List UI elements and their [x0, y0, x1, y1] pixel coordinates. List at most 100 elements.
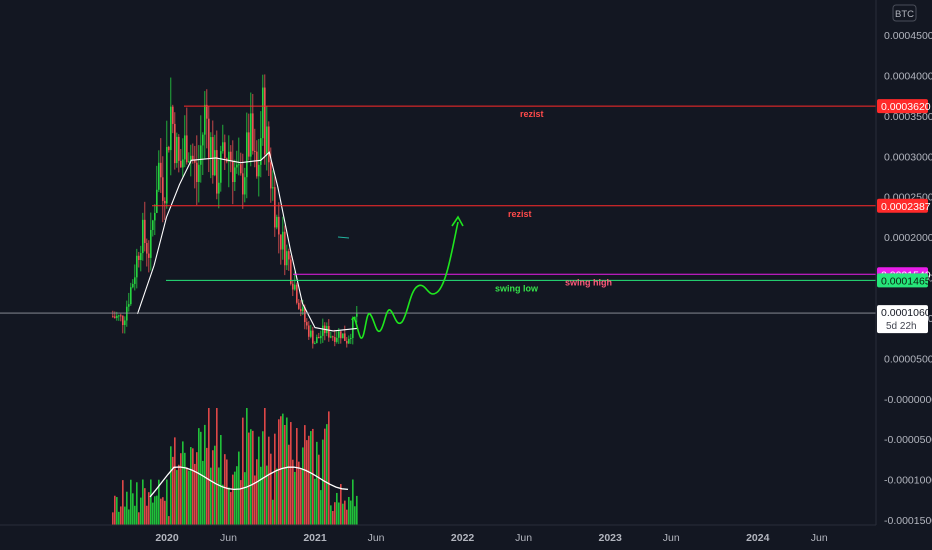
- volume-bar: [212, 450, 214, 525]
- volume-bar: [180, 453, 182, 525]
- volume-bar: [342, 503, 344, 525]
- price-tick-label: 0.0002000: [884, 232, 932, 244]
- candle-body: [252, 113, 254, 151]
- symbol-badge[interactable]: BTC: [892, 4, 917, 22]
- candle-body: [346, 340, 348, 344]
- candle-body: [260, 138, 262, 165]
- volume-bar: [222, 484, 224, 525]
- candle-body: [154, 212, 156, 221]
- volume-bar: [308, 435, 310, 525]
- volume-bar: [236, 466, 238, 525]
- candle-body: [182, 159, 184, 168]
- volume-bar: [284, 424, 286, 525]
- current-price-label: 0.0001060: [881, 307, 931, 319]
- annotations-layer: rezist rezist swing high swing low: [337, 109, 612, 339]
- price-tick-label: -0.0000500: [884, 434, 932, 446]
- candle-body: [210, 137, 212, 159]
- candle-body: [206, 104, 208, 119]
- symbol-label: BTC: [895, 9, 914, 20]
- candle-body: [330, 336, 332, 338]
- volume-bar: [188, 470, 190, 525]
- volume-bar: [246, 408, 248, 525]
- volume-bar: [170, 446, 172, 525]
- candle-body: [152, 220, 154, 230]
- volume-bar: [340, 484, 342, 525]
- candle-body: [132, 283, 134, 288]
- candle-body: [188, 160, 190, 163]
- volume-bar: [306, 440, 308, 525]
- volume-bar: [198, 428, 200, 525]
- volume-bar: [322, 439, 324, 525]
- rezist-top-badge: [877, 99, 928, 114]
- volume-bar: [286, 417, 288, 525]
- volume-bar: [232, 474, 234, 525]
- symbol-badge-frame: [892, 4, 917, 22]
- volume-bar: [156, 495, 158, 525]
- time-tick-label: 2022: [451, 532, 475, 544]
- volume-bar: [248, 432, 250, 525]
- candle-body: [268, 126, 270, 163]
- candle-body: [242, 173, 244, 195]
- volume-bar: [330, 505, 332, 525]
- price-tick-label: 0.0003000: [884, 151, 932, 163]
- candle-body: [328, 326, 330, 338]
- current-price-badge: [877, 305, 928, 334]
- volume-bar: [164, 500, 166, 525]
- candle-body: [178, 136, 180, 161]
- volume-bar: [250, 429, 252, 525]
- time-axis[interactable]: 2020 Jun 2021 Jun 2022 Jun 2023 Jun 2024 Jun: [155, 532, 828, 544]
- volume-bar: [134, 505, 136, 525]
- volume-bar: [194, 463, 196, 525]
- volume-bar: [328, 411, 330, 525]
- volume-bar: [174, 437, 176, 525]
- volume-bar: [220, 435, 222, 525]
- volume-bar: [148, 492, 150, 525]
- candle-body: [350, 337, 352, 339]
- candle-body: [228, 151, 230, 162]
- candle-body: [248, 132, 250, 157]
- price-tick-label: 0.0000500: [884, 353, 932, 365]
- candle-body: [170, 106, 172, 151]
- candle-body: [114, 316, 116, 318]
- volume-bar: [336, 492, 338, 525]
- volume-bar: [338, 502, 340, 525]
- candle-body: [286, 251, 288, 266]
- candle-body: [222, 142, 224, 152]
- volume-bar: [300, 468, 302, 525]
- candle-body: [258, 164, 260, 177]
- candle-body: [184, 135, 186, 160]
- volume-bar: [344, 500, 346, 525]
- drawing-mark: [337, 236, 350, 239]
- volume-bar: [264, 408, 266, 525]
- candle-body: [278, 216, 280, 235]
- candle-body: [216, 150, 218, 194]
- candle-body: [140, 253, 142, 261]
- rezist-top-annotation: rezist: [520, 109, 544, 119]
- volume-bar: [288, 444, 290, 525]
- volume-bar: [186, 467, 188, 525]
- candle-body: [142, 219, 144, 254]
- candle-body: [266, 126, 268, 155]
- candle-body: [344, 333, 346, 341]
- candle-body: [194, 160, 196, 163]
- volume-bar: [260, 466, 262, 525]
- candle-body: [356, 313, 358, 317]
- candle-body: [348, 338, 350, 344]
- candle-body: [256, 151, 258, 177]
- volume-bar: [346, 509, 348, 525]
- candle-body: [294, 284, 296, 290]
- volume-bar: [162, 497, 164, 525]
- volume-bar: [242, 417, 244, 525]
- candle-body: [156, 189, 158, 213]
- candle-body: [124, 320, 126, 326]
- volume-bar: [190, 447, 192, 525]
- volume-bar: [310, 431, 312, 525]
- volume-bar: [254, 475, 256, 525]
- candle-body: [176, 136, 178, 164]
- volume-bar: [240, 480, 242, 525]
- candle-body: [214, 150, 216, 176]
- rezist-mid-badge-label: 0.0002387: [881, 201, 931, 213]
- volume-ma-line: [149, 466, 349, 498]
- volume-bar: [214, 445, 216, 525]
